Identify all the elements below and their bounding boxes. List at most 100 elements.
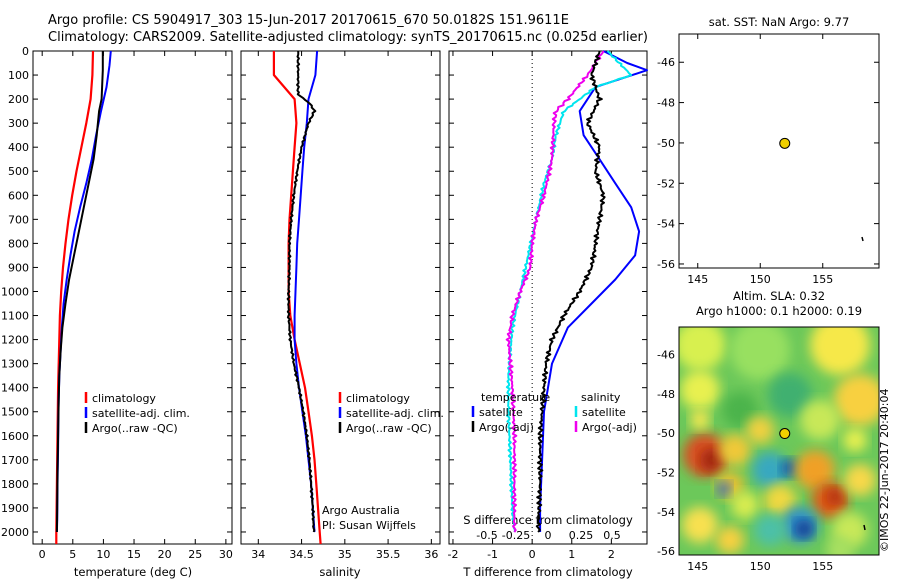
salinity-panel: 34 34.5 35 35.5 36 salinity climatology satelli… xyxy=(240,50,444,579)
depth-tick-label: 800 xyxy=(8,237,29,250)
g-sst-ytick-label: -54 xyxy=(657,218,675,231)
g-diff-xtick-label: -2 xyxy=(447,548,458,561)
g-sal-xtick-label: 35 xyxy=(338,548,352,561)
chart-title-line2: Climatology: CARS2009. Satellite-adjuste… xyxy=(48,30,648,45)
g-sal-xtick-label: 36 xyxy=(424,548,438,561)
depth-tick-label: 1400 xyxy=(1,382,29,395)
sla-blob xyxy=(752,452,788,488)
sla-blob xyxy=(800,400,840,440)
diff-top-label: S difference from climatology xyxy=(463,513,633,527)
argo-temp-diff-line xyxy=(535,50,606,533)
sla-blob xyxy=(690,410,710,430)
sla-blob xyxy=(722,392,758,428)
g-sal-frame xyxy=(240,50,441,545)
legend-label: climatology xyxy=(92,392,156,405)
depth-tick-label: 1500 xyxy=(1,406,29,419)
sla-blob xyxy=(746,416,774,444)
g-sst-xtick-label: 150 xyxy=(750,273,771,286)
diff-top-tick: -0.5 xyxy=(476,529,497,542)
g-sla-ytick-label: -48 xyxy=(657,388,675,401)
sla-blob xyxy=(731,491,759,519)
g-temp-frame xyxy=(32,50,233,545)
g-sla-ytick-label: -52 xyxy=(657,466,675,479)
legend-label: Argo(-adj) xyxy=(582,421,637,434)
g-sal-xtick-label: 34.5 xyxy=(289,548,314,561)
g-temp-xtick-label: 5 xyxy=(69,548,76,561)
salinity-xlabel: salinity xyxy=(319,565,360,579)
depth-tick-label: 1100 xyxy=(1,310,29,323)
depth-tick-label: 1300 xyxy=(1,358,29,371)
sla-blob xyxy=(795,520,813,538)
depth-tick-label: 0 xyxy=(22,45,29,58)
legend-label: satellite xyxy=(582,406,626,419)
sla-map-panel: 145 150 155 -46 -48 -50 -52 -54 -56 Altim. SLA: 0… xyxy=(657,289,880,573)
legend-label: Argo(..raw -QC) xyxy=(92,422,178,435)
g-sla-xtick-label: 150 xyxy=(750,560,771,573)
depth-tick-label: 300 xyxy=(8,117,29,130)
g-temp-xtick-label: 0 xyxy=(39,548,46,561)
satellite-line xyxy=(55,50,112,533)
argo-line xyxy=(55,51,104,533)
g-sal-xtick-label: 35.5 xyxy=(376,548,401,561)
depth-tick-label: 500 xyxy=(8,165,29,178)
sst-map-panel: 145 150 155 -46 -48 -50 -52 -54 -56 sat. SST: NaN… xyxy=(657,15,880,286)
depth-tick-label: 700 xyxy=(8,213,29,226)
g-temp-xtick-label: 10 xyxy=(96,548,110,561)
sla-blob xyxy=(781,459,799,477)
sla-blob xyxy=(844,464,876,496)
sla-blob xyxy=(826,488,844,506)
chart-title-line1: Argo profile: CS 5904917_303 15-Jun-2017… xyxy=(48,13,569,28)
credit-line-2: PI: Susan Wijffels xyxy=(322,519,416,532)
depth-tick-label: 200 xyxy=(8,93,29,106)
g-temp-xtick-label: 20 xyxy=(158,548,172,561)
sla-blob xyxy=(717,482,731,496)
sst-map-title: sat. SST: NaN Argo: 9.77 xyxy=(709,15,850,29)
g-diff-xtick-label: -1 xyxy=(487,548,498,561)
sla-blob xyxy=(826,536,854,555)
sla-blob xyxy=(682,507,718,543)
diff-xlabel: T difference from climatology xyxy=(462,565,633,579)
legend-label: Argo(-adj) xyxy=(479,421,534,434)
depth-tick-label: 600 xyxy=(8,189,29,202)
diff-top-tick: 0 xyxy=(545,529,552,542)
g-sst-xtick-label: 145 xyxy=(687,273,708,286)
temperature-panel: 0 5 10 15 20 25 300100200300400500600700800900… xyxy=(1,45,233,579)
g-temp-xtick-label: 25 xyxy=(188,548,202,561)
depth-tick-label: 400 xyxy=(8,141,29,154)
legend-label: climatology xyxy=(346,392,410,405)
g-sla-ytick-label: -46 xyxy=(657,349,675,362)
depth-tick-label: 1000 xyxy=(1,285,29,298)
depth-tick-label: 1700 xyxy=(1,454,29,467)
g-diff-xtick-label: 0 xyxy=(529,548,536,561)
sla-blob xyxy=(843,428,867,452)
legend-label: satellite-adj. clim. xyxy=(346,407,444,420)
g-sst-ytick-label: -50 xyxy=(657,137,675,150)
sla-blob xyxy=(768,373,812,417)
g-diff-xtick-label: 1 xyxy=(568,548,575,561)
legend-label: satellite xyxy=(479,406,523,419)
depth-tick-label: 100 xyxy=(8,69,29,82)
credit-block: Argo Australia PI: Susan Wijffels xyxy=(322,503,416,533)
g-sst-ytick-label: -56 xyxy=(657,258,675,271)
satellite-temp-diff-line xyxy=(539,50,648,532)
sla-blob xyxy=(716,526,744,554)
g-sla-xtick-label: 155 xyxy=(812,560,833,573)
legend-head-temperature: temperature xyxy=(481,391,550,404)
g-sst-xtick-label: 155 xyxy=(812,273,833,286)
argo-position-marker xyxy=(779,137,791,149)
g-diff-frame xyxy=(448,50,648,545)
g-sla-ytick-label: -50 xyxy=(657,427,675,440)
legend-head-salinity: salinity xyxy=(581,391,621,404)
legend-label: Argo(..raw -QC) xyxy=(346,422,432,435)
sla-blob xyxy=(754,514,786,546)
diff-top-tick: -0.25 xyxy=(502,529,530,542)
g-sst-ytick-label: -52 xyxy=(657,177,675,190)
argo-position-marker-sla xyxy=(779,428,791,440)
climatology-line xyxy=(272,51,322,545)
difference-panel: -2 -1 0 1 2 T difference from climatology S di… xyxy=(447,50,648,579)
sla-blob xyxy=(700,448,724,472)
sla-blob xyxy=(810,327,870,375)
mini-track-icon xyxy=(861,236,864,242)
g-sla-ytick-label: -54 xyxy=(657,506,675,519)
imos-stamp: ©IMOS 22-Jun-2017 20:40:04 xyxy=(878,388,891,552)
